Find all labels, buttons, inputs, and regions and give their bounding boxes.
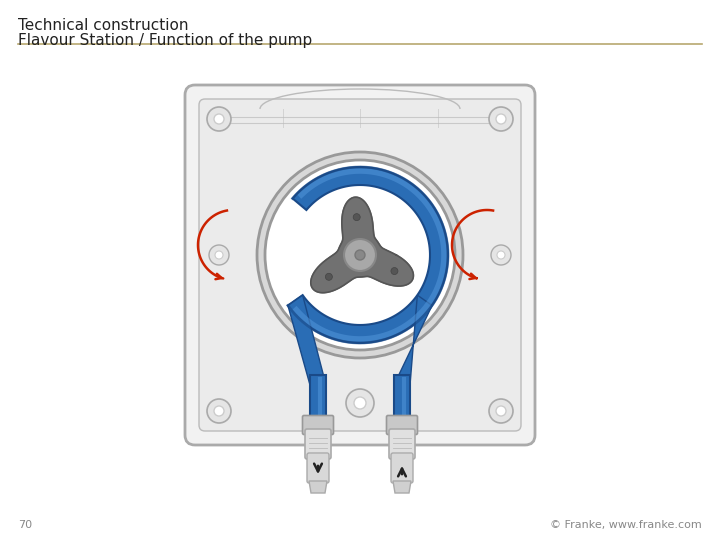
Circle shape [354,397,366,409]
Circle shape [209,245,229,265]
Polygon shape [393,481,411,493]
Circle shape [214,114,224,124]
Circle shape [391,267,398,274]
Circle shape [257,152,463,358]
Circle shape [346,389,374,417]
Polygon shape [288,167,448,343]
Circle shape [265,160,455,350]
Circle shape [489,399,513,423]
Circle shape [496,114,506,124]
Polygon shape [309,481,327,493]
Circle shape [491,245,511,265]
FancyBboxPatch shape [389,429,415,459]
Circle shape [207,107,231,131]
Text: Flavour Station / Function of the pump: Flavour Station / Function of the pump [18,33,312,48]
FancyBboxPatch shape [307,453,329,483]
Text: Technical construction: Technical construction [18,18,189,33]
Polygon shape [288,295,326,385]
Circle shape [355,250,365,260]
Polygon shape [394,295,432,385]
FancyBboxPatch shape [391,453,413,483]
Text: © Franke, www.franke.com: © Franke, www.franke.com [550,520,702,530]
FancyBboxPatch shape [387,415,418,435]
Bar [394,375,410,425]
Polygon shape [311,197,413,293]
FancyBboxPatch shape [302,415,333,435]
Circle shape [344,239,376,271]
Circle shape [496,406,506,416]
Circle shape [214,406,224,416]
Bar [310,375,326,425]
FancyBboxPatch shape [185,85,535,445]
Circle shape [489,107,513,131]
FancyBboxPatch shape [305,429,331,459]
Circle shape [325,273,333,280]
Circle shape [207,399,231,423]
Text: 70: 70 [18,520,32,530]
Circle shape [215,251,223,259]
Circle shape [354,214,360,221]
Circle shape [497,251,505,259]
FancyBboxPatch shape [199,99,521,431]
